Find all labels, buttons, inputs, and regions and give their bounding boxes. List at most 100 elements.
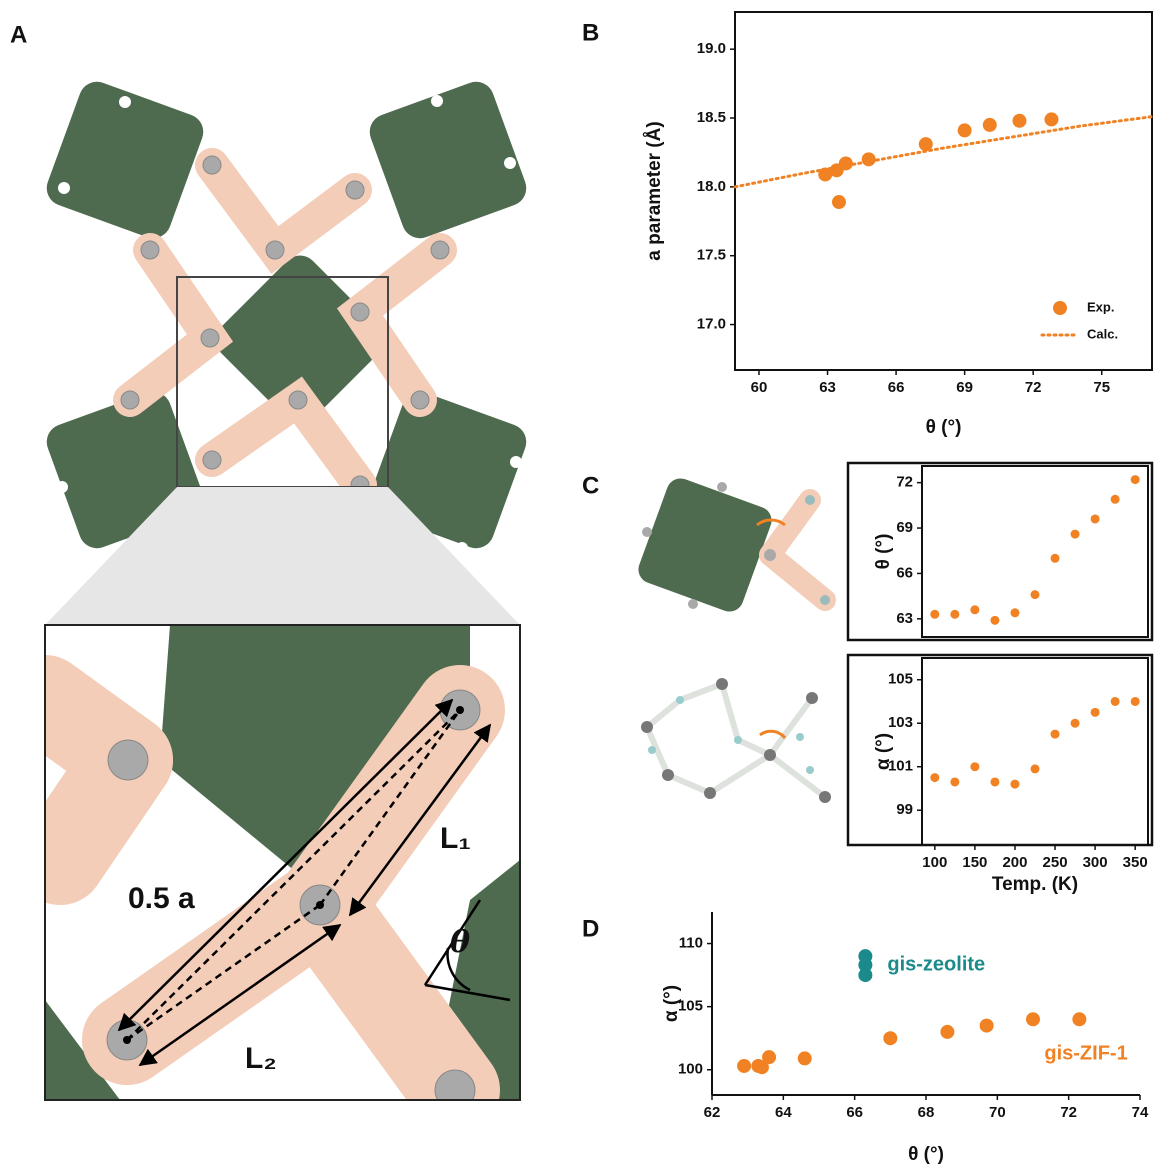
x-tick-label: 150 (962, 854, 987, 871)
y-tick-label: 99 (896, 801, 913, 818)
point (862, 152, 876, 166)
point (1111, 495, 1120, 504)
point (1044, 112, 1058, 126)
legend-swatch (1053, 301, 1067, 315)
panel-label: C (582, 472, 599, 499)
point (798, 1051, 812, 1065)
y-tick-label: 72 (896, 474, 913, 491)
y-tick-label: 69 (896, 519, 913, 536)
x-tick-label: 72 (1025, 379, 1042, 396)
point (990, 777, 999, 786)
y-tick-label: 18.0 (697, 178, 726, 195)
x-tick-label: 300 (1083, 854, 1108, 871)
y-tick-label: 19.0 (697, 40, 726, 57)
legend-label: Exp. (1087, 299, 1114, 314)
x-axis-label: θ (°) (908, 1144, 944, 1165)
legend-label: Calc. (1087, 326, 1118, 341)
point (1010, 608, 1019, 617)
x-tick-label: 64 (775, 1104, 792, 1121)
point (958, 123, 972, 137)
y-axis-label: α (°) (661, 985, 682, 1022)
x-tick-label: 100 (922, 854, 947, 871)
point (883, 1031, 897, 1045)
y-tick-label: 103 (888, 714, 913, 731)
y-tick-label: 18.5 (697, 109, 726, 126)
point (1026, 1012, 1040, 1026)
point (1010, 780, 1019, 789)
y-tick-label: 66 (896, 564, 913, 581)
y-tick-label: 105 (888, 671, 913, 688)
point (950, 610, 959, 619)
x-tick-label: 60 (751, 379, 768, 396)
panel-label: B (582, 19, 599, 46)
x-tick-label: 66 (888, 379, 905, 396)
x-tick-label: 350 (1123, 854, 1148, 871)
figure: A B C D (0, 0, 1154, 1171)
y-tick-label: 17.5 (697, 247, 726, 264)
point (832, 195, 846, 209)
label-l1: L₁ (440, 822, 471, 855)
point (1031, 590, 1040, 599)
series-label: gis-zeolite (887, 953, 985, 975)
y-axis-label: α (°) (873, 733, 894, 770)
point (1071, 530, 1080, 539)
y-tick-label: 100 (678, 1061, 703, 1078)
point (762, 1050, 776, 1064)
y-axis-label: θ (°) (873, 534, 894, 570)
inset (45, 625, 520, 1110)
plot-frame (922, 658, 1148, 845)
point (839, 156, 853, 170)
point (1091, 514, 1100, 523)
point (930, 773, 939, 782)
point (930, 610, 939, 619)
panel-label: A (10, 21, 27, 48)
point (1091, 708, 1100, 717)
label-l2: L₂ (245, 1042, 277, 1075)
calc-line (735, 117, 1152, 187)
c-illustration (635, 463, 1152, 845)
x-tick-label: 69 (956, 379, 973, 396)
point (940, 1025, 954, 1039)
point (1111, 697, 1120, 706)
x-tick-label: 62 (704, 1104, 721, 1121)
x-tick-label: 74 (1132, 1104, 1149, 1121)
x-tick-label: 68 (918, 1104, 935, 1121)
point (990, 616, 999, 625)
y-tick-label: 63 (896, 610, 913, 627)
point (970, 762, 979, 771)
label-theta: θ (450, 925, 470, 960)
y-tick-label: 110 (679, 935, 703, 952)
y-axis-label: a parameter (Å) (644, 121, 665, 260)
x-tick-label: 75 (1093, 379, 1110, 396)
point (1031, 764, 1040, 773)
point (737, 1059, 751, 1073)
point (1131, 475, 1140, 484)
x-tick-label: 200 (1002, 854, 1027, 871)
x-tick-label: 70 (989, 1104, 1006, 1121)
point (983, 118, 997, 132)
panel-label: D (582, 915, 599, 942)
x-tick-label: 250 (1043, 854, 1068, 871)
x-axis-label: θ (°) (926, 417, 962, 438)
point (858, 968, 872, 982)
x-tick-label: 72 (1060, 1104, 1077, 1121)
x-tick-label: 63 (819, 379, 836, 396)
lattice (42, 77, 532, 625)
point (1071, 719, 1080, 728)
point (970, 605, 979, 614)
plot-frame (735, 12, 1152, 370)
page: Figure {"panels": ["A", "B", "C", "D"], … (0, 0, 1154, 1171)
x-tick-label: 66 (846, 1104, 863, 1121)
label-half-a: 0.5 a (128, 882, 195, 915)
point (980, 1019, 994, 1033)
point (1131, 697, 1140, 706)
body: A B C D (0, 0, 1154, 1171)
point (1051, 554, 1060, 563)
series-label: gis-ZIF-1 (1044, 1043, 1127, 1065)
x-axis-label: Temp. (K) (992, 874, 1078, 895)
y-tick-label: 17.0 (697, 316, 726, 333)
point (950, 777, 959, 786)
point (1072, 1012, 1086, 1026)
point (1012, 114, 1026, 128)
point (1051, 730, 1060, 739)
